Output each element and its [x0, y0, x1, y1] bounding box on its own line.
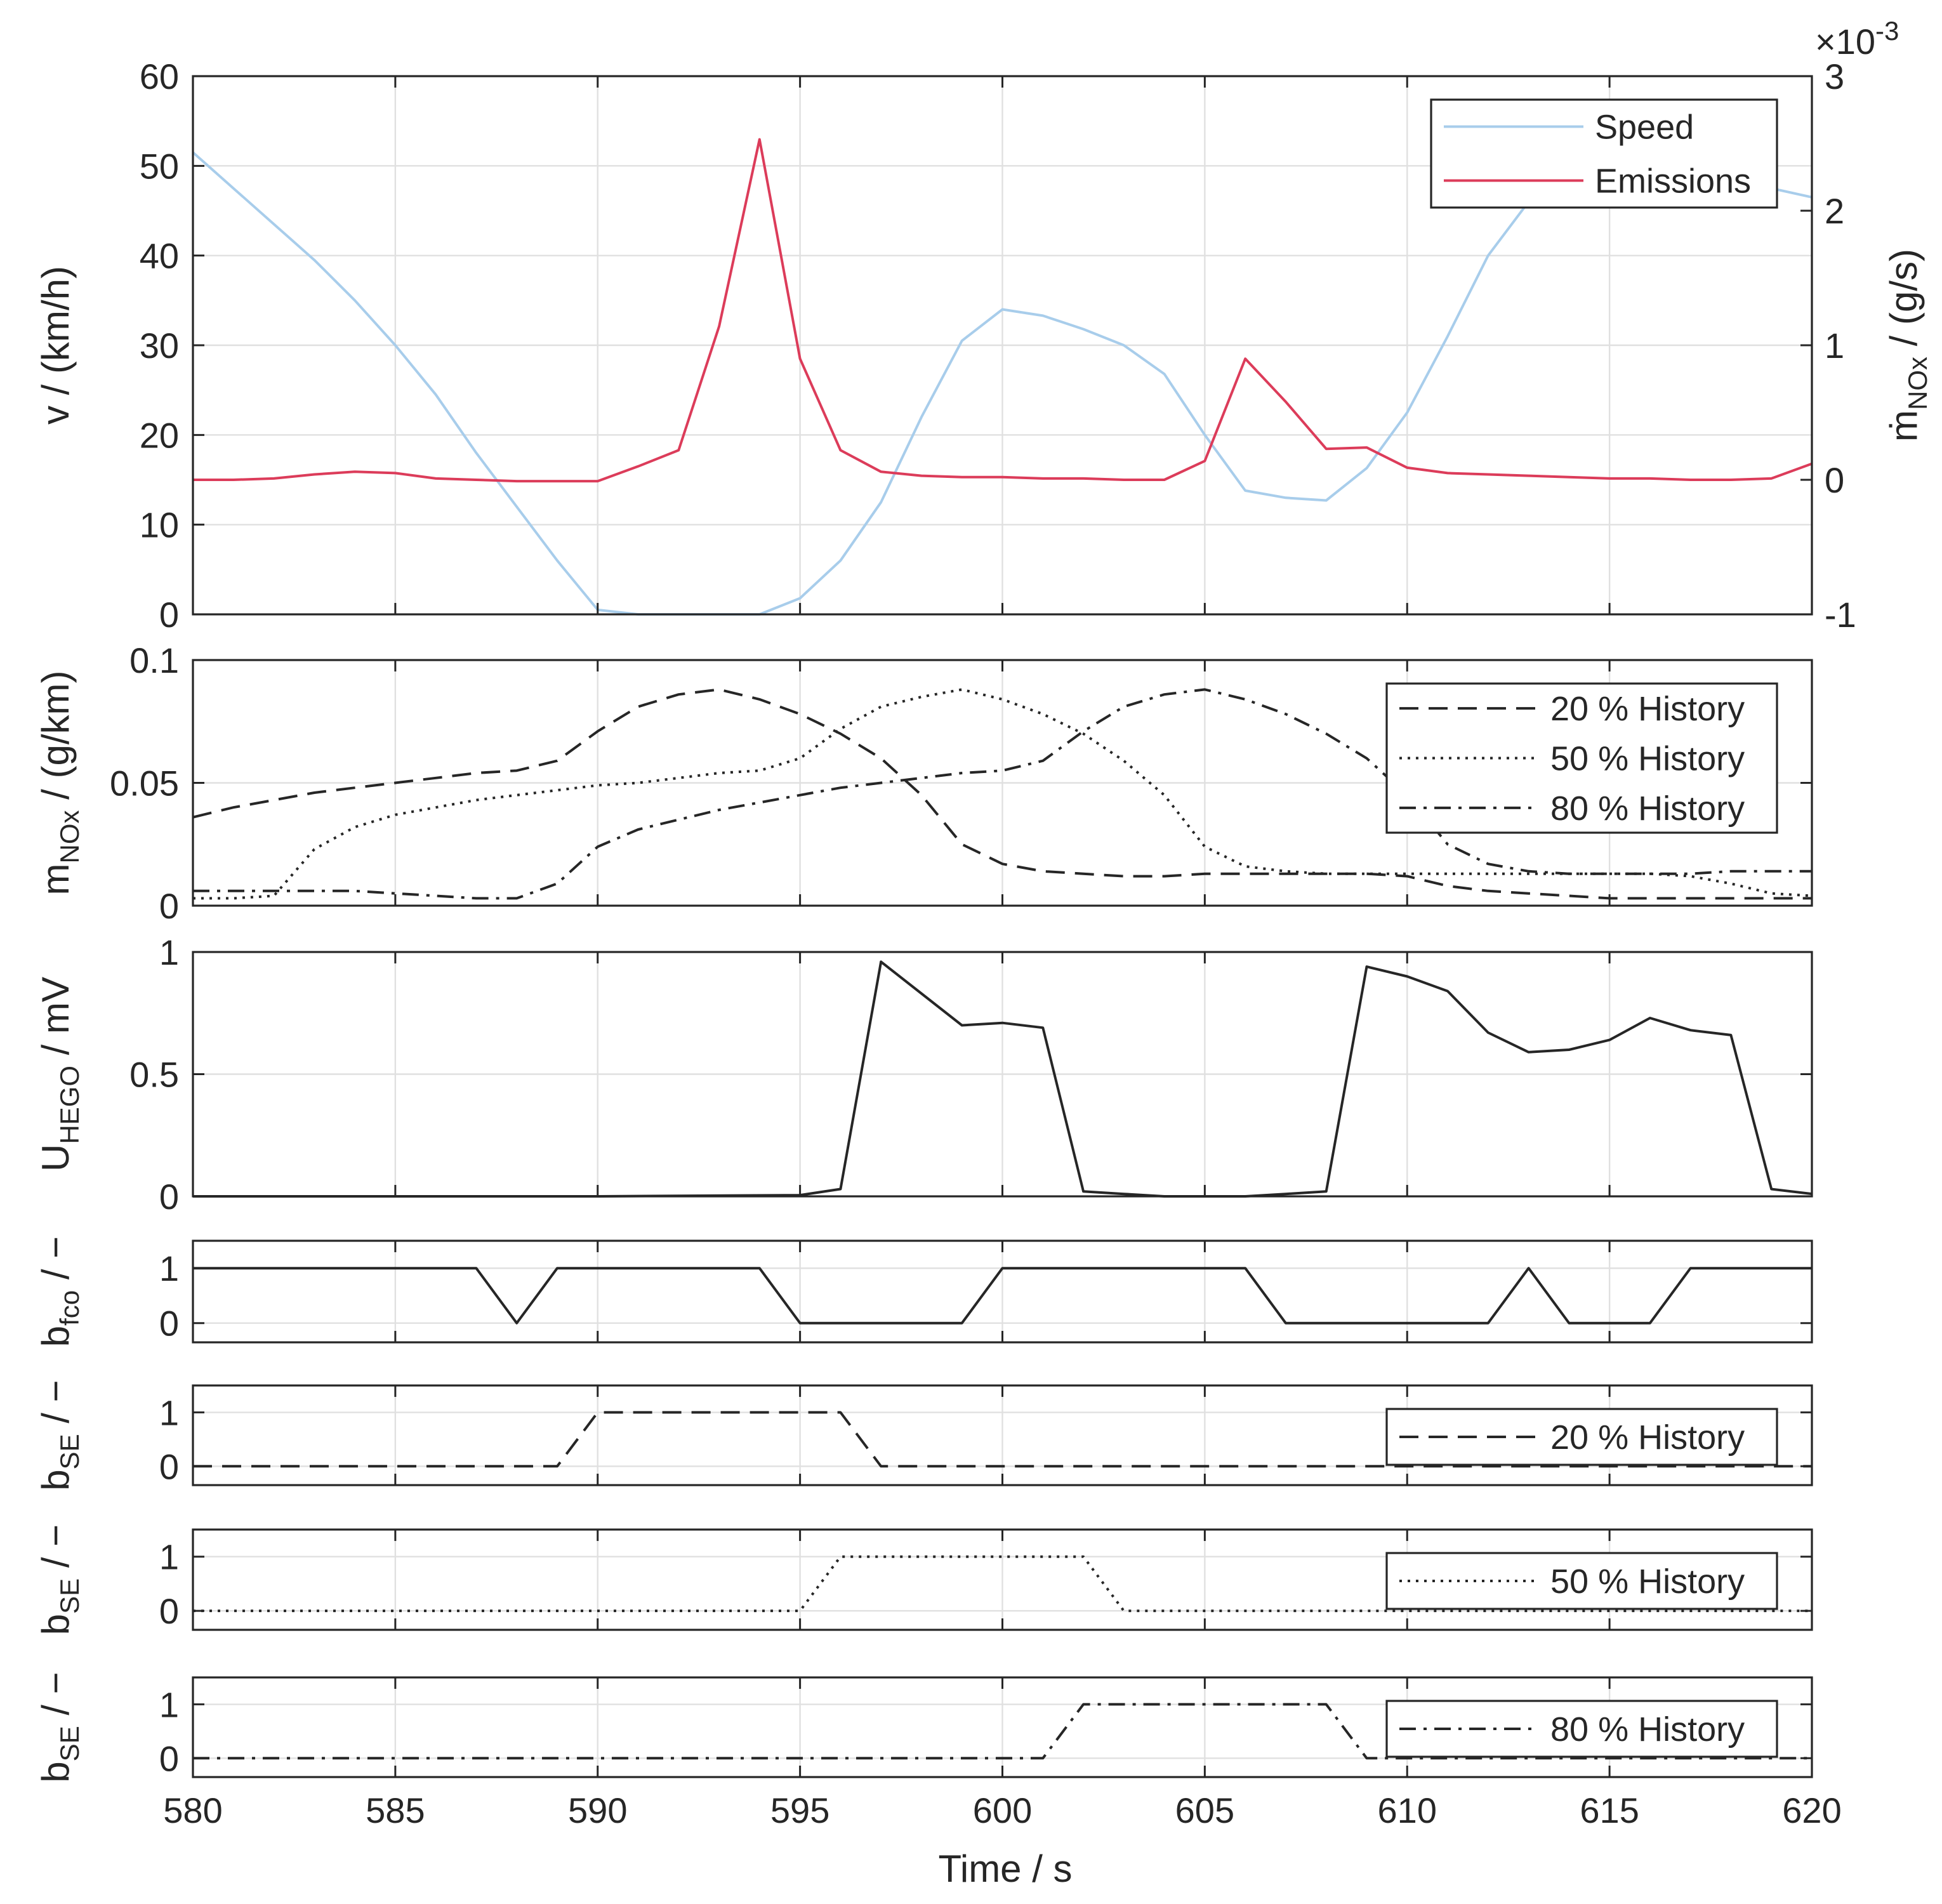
y-tick-label: 0	[159, 1591, 179, 1631]
y-tick-label: 1	[159, 1248, 179, 1288]
y-axis-title-main: U	[34, 1144, 77, 1172]
y-tick-label: 0.5	[129, 1055, 179, 1095]
x-tick-label: 605	[1175, 1790, 1234, 1830]
y-axis-title-main: b	[34, 1614, 77, 1635]
y-tick-label: 0	[159, 595, 179, 635]
y-tick-label: 50	[140, 146, 179, 186]
y-axis-title-rest: / (g/s)	[1882, 249, 1925, 357]
x-tick-label: 610	[1378, 1790, 1437, 1830]
y2-exponent-base: ×10	[1815, 22, 1875, 62]
y-axis-title-sub: SE	[55, 1578, 84, 1614]
y-tick-label: 0	[159, 886, 179, 926]
y-tick-label: 30	[140, 326, 179, 366]
y-tick-label: 60	[140, 56, 179, 96]
x-tick-label: 590	[568, 1790, 627, 1830]
y-axis-title-sub: SE	[55, 1726, 84, 1761]
x-tick-label: 580	[163, 1790, 222, 1830]
x-tick-label: 600	[973, 1790, 1032, 1830]
y2-tick-label: 3	[1825, 56, 1844, 96]
y-tick-label: 10	[140, 505, 179, 545]
y-tick-label: 1	[159, 1684, 179, 1724]
x-tick-label: 615	[1580, 1790, 1639, 1830]
y-tick-label: 0	[159, 1738, 179, 1778]
y-axis-title-rest: / −	[34, 1380, 77, 1434]
legend-label: 50 % History	[1550, 740, 1745, 778]
y-tick-label: 1	[159, 1537, 179, 1577]
y2-exponent-power: -3	[1875, 16, 1899, 46]
y-axis-title-main: b	[34, 1326, 77, 1347]
y2-tick-label: 1	[1825, 326, 1844, 366]
y-axis-title-sub: NOx	[55, 810, 84, 864]
legend-label: Emissions	[1595, 162, 1751, 201]
x-tick-label: 620	[1782, 1790, 1841, 1830]
y-tick-label: 0	[159, 1177, 179, 1217]
y-axis-title-sub: NOx	[1903, 357, 1932, 410]
y2-tick-label: -1	[1825, 595, 1856, 635]
y-tick-label: 0	[159, 1304, 179, 1344]
y2-tick-label: 2	[1825, 191, 1844, 231]
legend: 80 % History	[1387, 1701, 1777, 1757]
y-axis-title-main: ṁ	[1882, 410, 1925, 442]
y-axis-title-rest: / (g/km)	[34, 671, 77, 810]
y2-tick-label: 0	[1825, 460, 1844, 500]
y-axis-title-main: b	[34, 1469, 77, 1490]
y-axis-title-main: m	[34, 864, 77, 896]
legend-label: Speed	[1595, 109, 1694, 147]
y-axis-title: v / (km/h)	[34, 266, 77, 425]
legend: 20 % History	[1387, 1409, 1777, 1465]
y-tick-label: 1	[159, 932, 179, 972]
legend-label: 80 % History	[1550, 1710, 1745, 1749]
y-axis-title-main: b	[34, 1761, 77, 1782]
y-axis-title-rest: / −	[34, 1672, 77, 1726]
legend-label: 50 % History	[1550, 1563, 1745, 1601]
y-axis-title-rest: / −	[34, 1524, 77, 1578]
y-axis-title-sub: fco	[55, 1290, 84, 1326]
y-tick-label: 0.1	[129, 640, 179, 680]
legend-label: 20 % History	[1550, 690, 1745, 728]
legend: 50 % History	[1387, 1553, 1777, 1609]
figure: 0102030405060-10123×10-3v / (km/h)ṁNOx /…	[0, 0, 1942, 1904]
legend-label: 20 % History	[1550, 1418, 1745, 1457]
y-tick-label: 0.05	[110, 764, 179, 803]
y-axis-title-rest: / −	[34, 1236, 77, 1290]
y-axis-title-sub: SE	[55, 1434, 84, 1469]
y-axis-title-rest: / mV	[34, 977, 77, 1066]
x-tick-label: 585	[366, 1790, 425, 1830]
y-tick-label: 0	[159, 1446, 179, 1486]
y-tick-label: 20	[140, 415, 179, 455]
legend: 20 % History 50 % History 80 % History	[1387, 684, 1777, 833]
x-axis-title: Time / s	[938, 1848, 1072, 1890]
legend: Speed Emissions	[1431, 100, 1777, 208]
x-tick-label: 595	[770, 1790, 829, 1830]
y-axis-title-sub: HEGO	[55, 1066, 84, 1144]
legend-label: 80 % History	[1550, 790, 1745, 828]
y-tick-label: 1	[159, 1392, 179, 1432]
y-tick-label: 40	[140, 236, 179, 276]
